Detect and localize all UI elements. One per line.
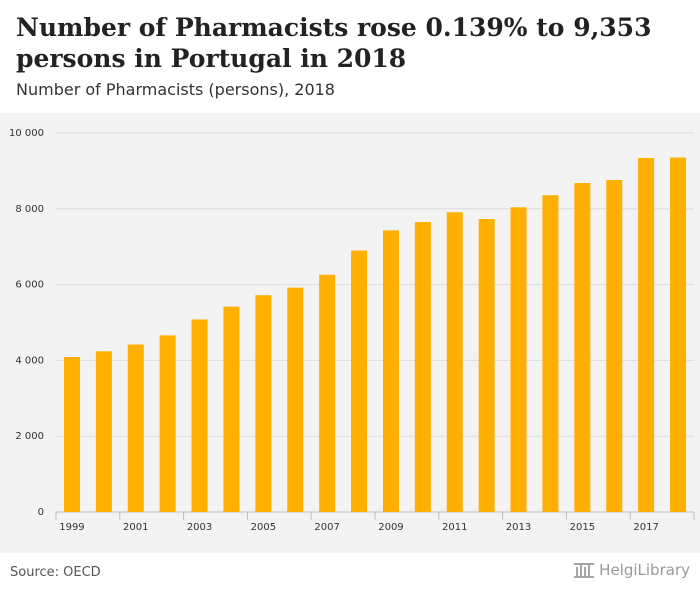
- bar-2017: [638, 158, 655, 512]
- bar-2002: [159, 335, 176, 512]
- source-note: Source: OECD: [10, 565, 101, 580]
- bar-2009: [382, 230, 399, 512]
- chart-subtitle: Number of Pharmacists (persons), 2018: [16, 80, 335, 99]
- library-columns-icon: [574, 563, 595, 578]
- bar-2003: [191, 319, 208, 512]
- x-tick-label: 2017: [633, 522, 658, 533]
- bar-1999: [63, 356, 80, 512]
- bar-2012: [478, 219, 495, 512]
- y-tick-label: 6 000: [15, 280, 44, 291]
- y-tick-label: 0: [38, 507, 44, 518]
- bar-2000: [95, 351, 112, 512]
- x-tick-label: 2013: [506, 522, 531, 533]
- bar-2015: [574, 183, 591, 512]
- bar-2011: [446, 212, 463, 512]
- bar-2018: [670, 157, 687, 512]
- chart-footer: Source: OECD HelgiLibrary: [0, 553, 700, 596]
- chart-header: Number of Pharmacists rose 0.139% to 9,3…: [0, 0, 700, 113]
- chart-area: 0 2 000 4 000 6 000 8 000 10 000 1999 2001 2003 2…: [0, 113, 700, 553]
- bar-2001: [127, 344, 144, 512]
- y-tick-label: 2 000: [15, 431, 44, 442]
- x-tick-label: 1999: [59, 522, 84, 533]
- bar-2005: [255, 295, 272, 512]
- bar-2004: [223, 306, 240, 512]
- brand-logo[interactable]: HelgiLibrary: [573, 561, 690, 579]
- x-tick-label: 2015: [570, 522, 595, 533]
- bar-2014: [542, 195, 559, 512]
- x-tick-label: 2003: [187, 522, 212, 533]
- x-tick-label: 2009: [378, 522, 403, 533]
- x-tick-label: 2011: [442, 522, 467, 533]
- y-tick-label: 8 000: [15, 204, 44, 215]
- bar-2013: [510, 207, 527, 512]
- x-tick-label: 2001: [123, 522, 148, 533]
- bar-2008: [351, 250, 368, 513]
- y-tick-label: 10 000: [9, 128, 44, 139]
- brand-name: HelgiLibrary: [599, 561, 690, 579]
- x-tick-label: 2005: [251, 522, 276, 533]
- y-tick-label: 4 000: [15, 355, 44, 366]
- bar-2007: [319, 274, 336, 512]
- bar-2006: [287, 287, 304, 512]
- bar-chart: 0 2 000 4 000 6 000 8 000 10 000 1999 2001 2003 2…: [9, 128, 695, 533]
- bar-2016: [606, 179, 623, 512]
- bar-2010: [414, 222, 431, 512]
- chart-title: Number of Pharmacists rose 0.139% to 9,3…: [16, 13, 652, 73]
- x-tick-label: 2007: [314, 522, 339, 533]
